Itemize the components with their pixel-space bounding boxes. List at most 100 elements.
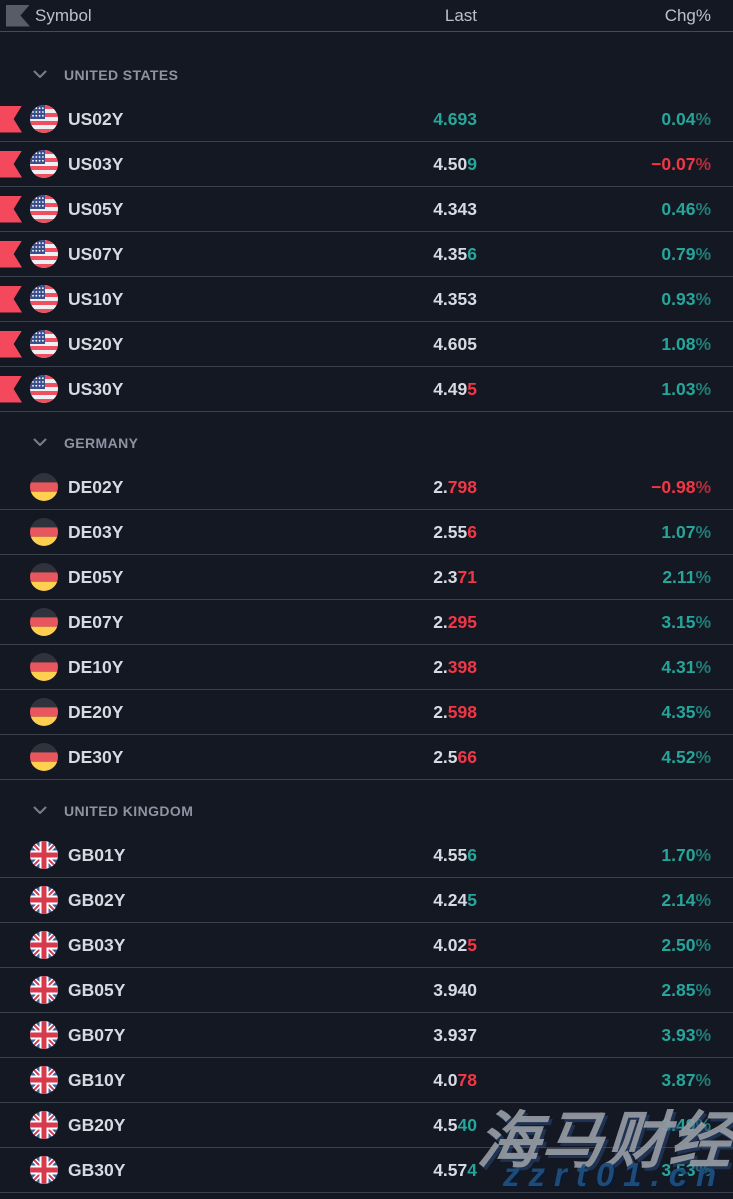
flag-marker-icon[interactable] xyxy=(0,195,22,223)
change-percent-value: 4.52 xyxy=(661,746,696,767)
table-row[interactable]: US30Y 4.495 1.03% xyxy=(0,367,733,412)
last-value-changed-digits: 295 xyxy=(447,611,477,632)
table-row[interactable]: GB05Y 3.940 2.85% xyxy=(0,968,733,1013)
change-percent: 2.85% xyxy=(477,980,733,1001)
table-row[interactable]: US03Y 4.509 −0.07% xyxy=(0,142,733,187)
change-percent: 1.70% xyxy=(477,845,733,866)
column-header-last[interactable]: Last xyxy=(444,5,477,25)
country-flag-icon xyxy=(30,931,58,959)
last-value-base: 2.3 xyxy=(433,566,458,587)
last-value-base: 4.35 xyxy=(433,243,468,264)
section-header[interactable]: UNITED STATES xyxy=(0,52,733,97)
table-row[interactable]: US10Y 4.353 0.93% xyxy=(0,277,733,322)
table-row[interactable]: US05Y 4.343 0.46% xyxy=(0,187,733,232)
last-value: 3.940 xyxy=(357,980,477,1001)
table-row[interactable]: US02Y 4.693 0.04% xyxy=(0,97,733,142)
column-header-symbol[interactable]: Symbol xyxy=(35,5,92,25)
table-row[interactable]: DE20Y 2.598 4.35% xyxy=(0,690,733,735)
table-row[interactable]: GB30Y 4.574 3.53% xyxy=(0,1148,733,1193)
chevron-down-icon[interactable] xyxy=(33,438,47,447)
last-value-base: 3.940 xyxy=(433,979,477,1000)
last-value: 4.574 xyxy=(357,1160,477,1181)
country-flag-icon xyxy=(30,563,58,591)
flag-column-icon[interactable] xyxy=(6,4,30,27)
percent-sign: % xyxy=(695,979,711,1000)
symbol-label: US30Y xyxy=(68,378,124,399)
change-percent-value: −0.98 xyxy=(651,476,696,497)
column-header-chg[interactable]: Chg% xyxy=(664,5,711,25)
change-percent-value: 3.87 xyxy=(661,1069,696,1090)
table-row[interactable]: US20Y 4.605 1.08% xyxy=(0,322,733,367)
change-percent-value: 1.03 xyxy=(661,378,696,399)
last-value-base: 2. xyxy=(433,701,448,722)
change-percent: 2.14% xyxy=(477,890,733,911)
percent-sign: % xyxy=(695,153,711,174)
table-row[interactable]: DE03Y 2.556 1.07% xyxy=(0,510,733,555)
percent-sign: % xyxy=(695,1069,711,1090)
section-header[interactable]: UNITED KINGDOM xyxy=(0,788,733,833)
last-value: 4.540 xyxy=(357,1115,477,1136)
watchlist: UNITED STATES US02Y 4.693 0.04% US03Y 4.… xyxy=(0,52,733,1193)
table-row[interactable]: DE05Y 2.371 2.11% xyxy=(0,555,733,600)
symbol-label: DE30Y xyxy=(68,746,124,767)
change-percent: 0.93% xyxy=(477,289,733,310)
table-row[interactable]: GB03Y 4.025 2.50% xyxy=(0,923,733,968)
country-flag-icon xyxy=(30,608,58,636)
country-flag-icon xyxy=(30,1156,58,1184)
last-value-changed-digits: 4 xyxy=(467,1159,477,1180)
table-row[interactable]: GB20Y 4.540 3.49% xyxy=(0,1103,733,1148)
last-value-base: 3.937 xyxy=(433,1024,477,1045)
country-flag-icon xyxy=(30,886,58,914)
last-value-changed-digits: 6 xyxy=(467,844,477,865)
flag-marker-icon[interactable] xyxy=(0,375,22,403)
percent-sign: % xyxy=(695,889,711,910)
last-value: 2.798 xyxy=(357,477,477,498)
table-row[interactable]: DE07Y 2.295 3.15% xyxy=(0,600,733,645)
percent-sign: % xyxy=(695,566,711,587)
table-header: Symbol Last Chg% xyxy=(0,0,733,32)
table-row[interactable]: GB02Y 4.245 2.14% xyxy=(0,878,733,923)
change-percent-value: 1.08 xyxy=(661,333,696,354)
table-row[interactable]: GB10Y 4.078 3.87% xyxy=(0,1058,733,1103)
last-value-changed-digits: 398 xyxy=(447,656,477,677)
symbol-label: GB01Y xyxy=(68,844,126,865)
last-value-base: 2.5 xyxy=(433,746,458,767)
table-row[interactable]: DE02Y 2.798 −0.98% xyxy=(0,465,733,510)
flag-marker-icon[interactable] xyxy=(0,150,22,178)
country-flag-icon xyxy=(30,330,58,358)
last-value-base: 4.02 xyxy=(433,934,468,955)
change-percent: 3.87% xyxy=(477,1070,733,1091)
change-percent: 0.79% xyxy=(477,244,733,265)
flag-marker-icon[interactable] xyxy=(0,285,22,313)
last-value-base: 4.49 xyxy=(433,378,468,399)
change-percent: −0.98% xyxy=(477,477,733,498)
last-value-changed-digits: 78 xyxy=(457,1069,477,1090)
flag-marker-icon[interactable] xyxy=(0,105,22,133)
percent-sign: % xyxy=(695,844,711,865)
country-flag-icon xyxy=(30,841,58,869)
table-row[interactable]: GB07Y 3.937 3.93% xyxy=(0,1013,733,1058)
country-flag-icon xyxy=(30,285,58,313)
symbol-label: GB20Y xyxy=(68,1114,126,1135)
percent-sign: % xyxy=(695,378,711,399)
flag-marker-icon[interactable] xyxy=(0,330,22,358)
section-label: UNITED STATES xyxy=(64,66,179,83)
chevron-down-icon[interactable] xyxy=(33,806,47,815)
change-percent: 1.03% xyxy=(477,379,733,400)
percent-sign: % xyxy=(695,288,711,309)
symbol-label: US02Y xyxy=(68,108,124,129)
table-row[interactable]: DE10Y 2.398 4.31% xyxy=(0,645,733,690)
section-header[interactable]: GERMANY xyxy=(0,420,733,465)
change-percent: 1.07% xyxy=(477,522,733,543)
country-flag-icon xyxy=(30,375,58,403)
chevron-down-icon[interactable] xyxy=(33,70,47,79)
table-row[interactable]: DE30Y 2.566 4.52% xyxy=(0,735,733,780)
table-row[interactable]: US07Y 4.356 0.79% xyxy=(0,232,733,277)
change-percent-value: 2.14 xyxy=(661,889,696,910)
percent-sign: % xyxy=(695,1159,711,1180)
last-value-base: 2.55 xyxy=(433,521,468,542)
last-value: 2.556 xyxy=(357,522,477,543)
country-flag-icon xyxy=(30,698,58,726)
table-row[interactable]: GB01Y 4.556 1.70% xyxy=(0,833,733,878)
flag-marker-icon[interactable] xyxy=(0,240,22,268)
